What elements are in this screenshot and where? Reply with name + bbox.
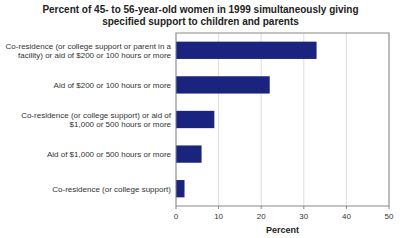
tick-label: 30 [299,212,308,221]
title: Percent of 45- to 56-year-old women in 1… [42,4,358,27]
tick-label: 50 [385,212,394,221]
bars [176,42,317,198]
text-line: facility) or aid of $200 or 100 hours or… [18,51,172,60]
tick-label: 10 [214,212,223,221]
grid [176,33,389,206]
tick-mark [303,206,304,209]
x-axis: 0 10 20 30 40 50 [174,206,394,221]
text-line: Co-residence (or college support or pare… [6,42,172,51]
text-line: Aid of $1,000 or 500 hours or more [47,150,172,159]
tick-mark [389,206,390,209]
bar [176,111,214,128]
bar [176,42,317,59]
category-label: Co-residence (or college support) or aid… [21,111,172,129]
plot-frame [176,33,389,206]
text-line: Percent of 45- to 56-year-old women in 1… [42,4,358,15]
grid-line [346,33,347,206]
text-line: Co-residence (or college support) or aid… [21,111,172,120]
bar [176,145,202,162]
category-label: Co-residence (or college support or pare… [6,42,172,60]
text-line: Aid of $200 or 100 hours or more [54,81,172,90]
category-label: Co-residence (or college support) [52,185,171,194]
bar [176,180,185,197]
category-label: Aid of $200 or 100 hours or more [54,81,172,90]
tick-label: 0 [174,212,179,221]
x-axis-label: Percent [266,225,299,235]
tick-mark [346,206,347,209]
chart: Percent of 45- to 56-year-old women in 1… [0,0,401,238]
tick-mark [218,206,219,209]
text-line: Co-residence (or college support) [52,185,171,194]
category-label: Aid of $1,000 or 500 hours or more [47,150,172,159]
tick-label: 40 [342,212,351,221]
tick-mark [261,206,262,209]
tick-label: 20 [257,212,266,221]
text-line: specified support to children and parent… [102,16,299,27]
bar [176,76,270,93]
text-line: $1,000 or 500 hours or more [70,120,172,129]
tick-mark [176,206,177,209]
